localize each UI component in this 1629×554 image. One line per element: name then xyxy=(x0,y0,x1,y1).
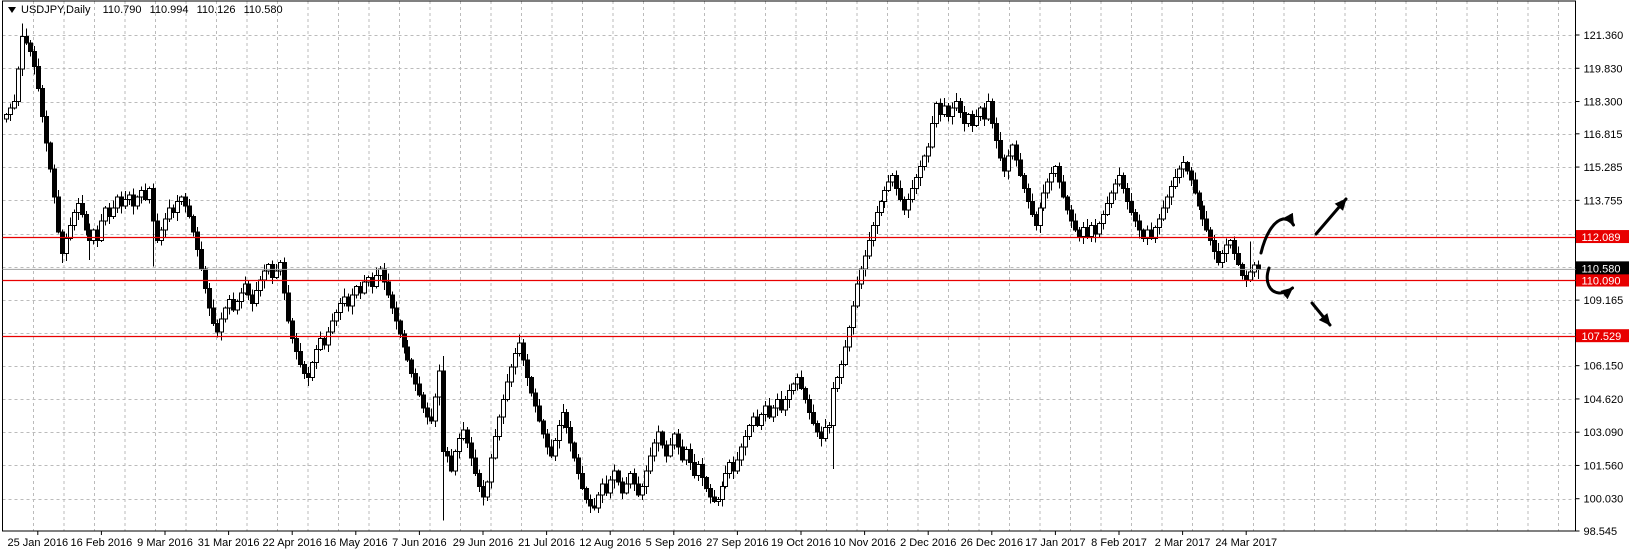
annotations xyxy=(1259,197,1348,327)
legend-high: 110.994 xyxy=(149,4,189,16)
svg-text:5 Sep 2016: 5 Sep 2016 xyxy=(646,537,702,549)
chart-legend: USDJPY,Daily 110.790 110.994 110.126 110… xyxy=(6,3,283,17)
svg-text:24 Mar 2017: 24 Mar 2017 xyxy=(1215,537,1277,549)
svg-text:115.285: 115.285 xyxy=(1584,162,1623,174)
date-axis: 25 Jan 2016 16 Feb 2016 9 Mar 2016 31 Mar 2… xyxy=(8,531,1277,549)
svg-text:2 Mar 2017: 2 Mar 2017 xyxy=(1155,537,1211,549)
svg-text:118.300: 118.300 xyxy=(1584,97,1623,109)
svg-text:16 May 2016: 16 May 2016 xyxy=(324,537,388,549)
svg-text:29 Jun 2016: 29 Jun 2016 xyxy=(453,537,514,549)
svg-text:9 Mar 2016: 9 Mar 2016 xyxy=(137,537,193,549)
level-lines xyxy=(2,236,1576,338)
svg-text:113.755: 113.755 xyxy=(1584,195,1623,207)
legend-close: 110.580 xyxy=(243,4,283,16)
svg-text:25 Jan 2016: 25 Jan 2016 xyxy=(8,537,69,549)
svg-text:22 Apr 2016: 22 Apr 2016 xyxy=(263,537,322,549)
svg-text:110.580: 110.580 xyxy=(1582,263,1621,275)
svg-text:98.545: 98.545 xyxy=(1584,526,1618,538)
legend-open: 110.790 xyxy=(102,4,142,16)
symbol-dropdown-icon[interactable] xyxy=(8,6,16,13)
legend-low: 110.126 xyxy=(196,4,236,16)
svg-text:110.090: 110.090 xyxy=(1582,276,1621,288)
svg-text:16 Feb 2016: 16 Feb 2016 xyxy=(71,537,133,549)
down-trend-arrow[interactable] xyxy=(1310,301,1332,327)
price-axis: 121.360 119.830 118.300 116.815 115.285 113.7… xyxy=(1575,30,1629,538)
svg-text:112.089: 112.089 xyxy=(1582,232,1621,244)
svg-text:7 Jun 2016: 7 Jun 2016 xyxy=(392,537,446,549)
hook-down-arrow[interactable] xyxy=(1265,266,1294,300)
svg-text:10 Nov 2016: 10 Nov 2016 xyxy=(833,537,895,549)
svg-text:19 Oct 2016: 19 Oct 2016 xyxy=(771,537,831,549)
svg-text:100.030: 100.030 xyxy=(1584,494,1624,506)
svg-text:121.360: 121.360 xyxy=(1584,30,1624,42)
svg-text:109.165: 109.165 xyxy=(1584,295,1624,307)
svg-text:12 Aug 2016: 12 Aug 2016 xyxy=(579,537,641,549)
price-badge-level-107.529[interactable]: 107.529 xyxy=(1576,329,1629,343)
legend-symbol-timeframe: USDJPY,Daily xyxy=(21,4,91,16)
svg-text:26 Dec 2016: 26 Dec 2016 xyxy=(961,537,1023,549)
svg-text:107.529: 107.529 xyxy=(1582,331,1622,343)
plot-border xyxy=(2,0,1576,532)
price-badge-current[interactable]: 110.580 xyxy=(1576,261,1629,275)
price-badge-level-112.089[interactable]: 112.089 xyxy=(1576,230,1629,244)
svg-text:8 Feb 2017: 8 Feb 2017 xyxy=(1091,537,1147,549)
svg-text:21 Jul 2016: 21 Jul 2016 xyxy=(518,537,575,549)
svg-text:119.830: 119.830 xyxy=(1584,63,1623,75)
svg-text:106.150: 106.150 xyxy=(1584,361,1624,373)
svg-text:116.815: 116.815 xyxy=(1584,129,1623,141)
price-badge-level-110.090[interactable]: 110.090 xyxy=(1576,273,1629,288)
svg-text:101.560: 101.560 xyxy=(1584,460,1624,472)
svg-text:27 Sep 2016: 27 Sep 2016 xyxy=(706,537,768,549)
svg-text:17 Jan 2017: 17 Jan 2017 xyxy=(1025,537,1086,549)
svg-text:2 Dec 2016: 2 Dec 2016 xyxy=(900,537,956,549)
up-trend-arrow[interactable] xyxy=(1314,197,1348,236)
hook-up-arrow[interactable] xyxy=(1259,212,1295,255)
svg-text:31 Mar 2016: 31 Mar 2016 xyxy=(198,537,260,549)
svg-text:103.090: 103.090 xyxy=(1584,427,1624,439)
svg-text:104.620: 104.620 xyxy=(1584,394,1624,406)
candlestick-series xyxy=(4,23,1261,521)
